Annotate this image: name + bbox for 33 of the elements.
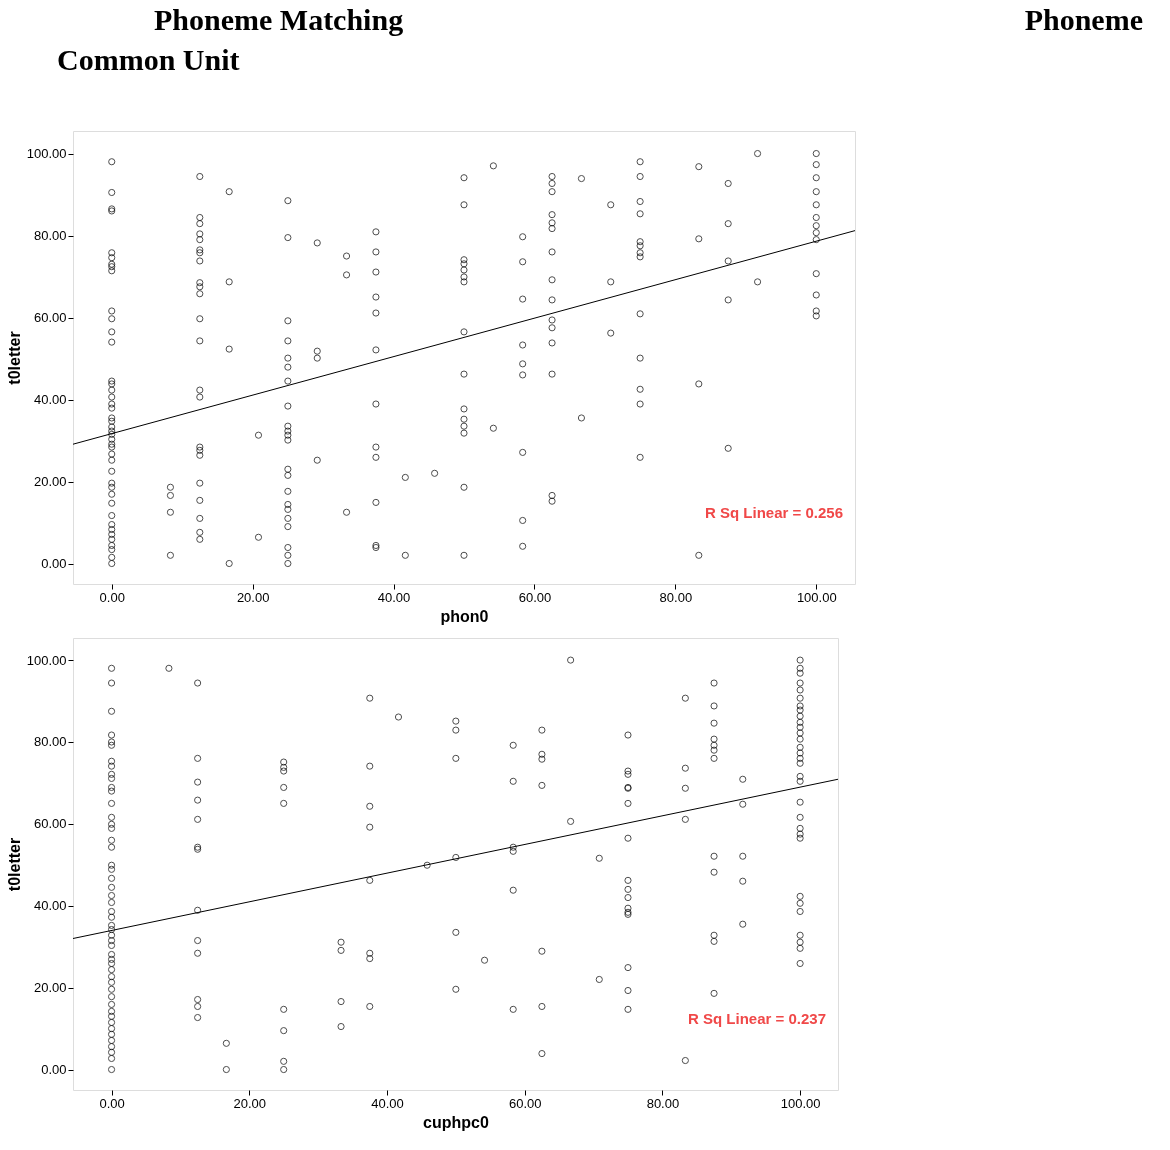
y-tick-label: 80.00 — [33, 228, 67, 244]
text: Phoneme — [1024, 3, 1143, 36]
annotation: R Sq Linear = 0.256 — [705, 504, 843, 521]
y-tick-label: 80.00 — [33, 734, 67, 750]
y-axis-title: t0letter — [5, 331, 23, 385]
x-tick-label: 40.00 — [377, 589, 411, 605]
x-tick-label: 0.00 — [99, 589, 125, 605]
x-tick-label: 80.00 — [659, 589, 693, 605]
x-axis-title: phon0 — [440, 607, 489, 625]
y-tick-label: 100.00 — [26, 652, 67, 668]
chart-title: Phoneme Matching — [154, 3, 404, 36]
y-axis-title: t0letter — [5, 837, 23, 892]
x-tick-label: 20.00 — [233, 1095, 267, 1111]
y-tick-label: 0.00 — [41, 1062, 67, 1078]
y-tick-label: 20.00 — [33, 980, 67, 996]
y-tick-label: 60.00 — [33, 816, 67, 832]
x-tick-label: 20.00 — [236, 589, 270, 605]
y-tick-label: 0.00 — [41, 556, 67, 571]
x-tick-label: 40.00 — [371, 1095, 404, 1111]
x-tick-label: 100.00 — [780, 1095, 821, 1111]
y-tick-label: 40.00 — [33, 898, 67, 914]
x-tick-label: 0.00 — [99, 1095, 125, 1111]
y-tick-label: 40.00 — [33, 392, 67, 408]
y-tick-label: 60.00 — [33, 310, 67, 326]
x-tick-label: 100.00 — [796, 589, 837, 605]
x-tick-label: 60.00 — [518, 589, 552, 605]
x-tick-label: 60.00 — [508, 1095, 542, 1111]
x-tick-label: 80.00 — [646, 1095, 680, 1111]
annotation: R Sq Linear = 0.237 — [688, 1010, 826, 1027]
y-tick-label: 100.00 — [26, 146, 67, 162]
y-tick-label: 20.00 — [33, 474, 67, 490]
chart-subtitle: Common Unit — [57, 43, 240, 76]
x-axis-title: cuphpc0 — [423, 1113, 489, 1131]
